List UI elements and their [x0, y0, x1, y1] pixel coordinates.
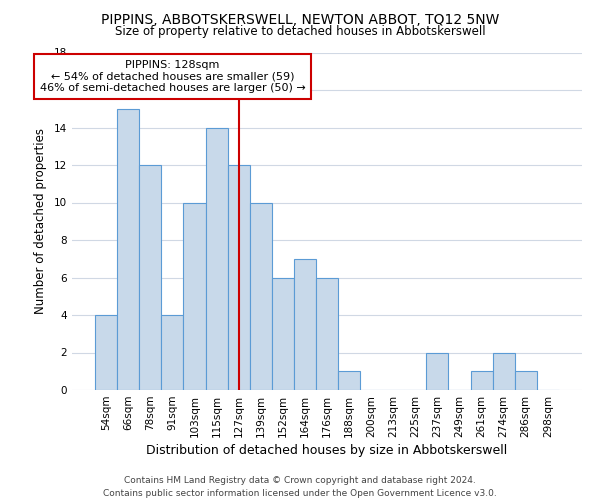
Bar: [250, 202, 272, 390]
Text: PIPPINS, ABBOTSKERSWELL, NEWTON ABBOT, TQ12 5NW: PIPPINS, ABBOTSKERSWELL, NEWTON ABBOT, T…: [101, 12, 499, 26]
Bar: [95, 315, 117, 390]
Text: Contains HM Land Registry data © Crown copyright and database right 2024.
Contai: Contains HM Land Registry data © Crown c…: [103, 476, 497, 498]
Y-axis label: Number of detached properties: Number of detached properties: [34, 128, 47, 314]
Bar: [427, 352, 448, 390]
Bar: [272, 278, 294, 390]
Bar: [338, 371, 360, 390]
Bar: [294, 259, 316, 390]
Bar: [227, 165, 250, 390]
Bar: [316, 278, 338, 390]
Text: Size of property relative to detached houses in Abbotskerswell: Size of property relative to detached ho…: [115, 25, 485, 38]
Bar: [139, 165, 161, 390]
Bar: [515, 371, 537, 390]
Bar: [493, 352, 515, 390]
X-axis label: Distribution of detached houses by size in Abbotskerswell: Distribution of detached houses by size …: [146, 444, 508, 457]
Bar: [184, 202, 206, 390]
Bar: [206, 128, 227, 390]
Bar: [470, 371, 493, 390]
Bar: [117, 109, 139, 390]
Bar: [161, 315, 184, 390]
Text: PIPPINS: 128sqm
← 54% of detached houses are smaller (59)
46% of semi-detached h: PIPPINS: 128sqm ← 54% of detached houses…: [40, 60, 305, 93]
